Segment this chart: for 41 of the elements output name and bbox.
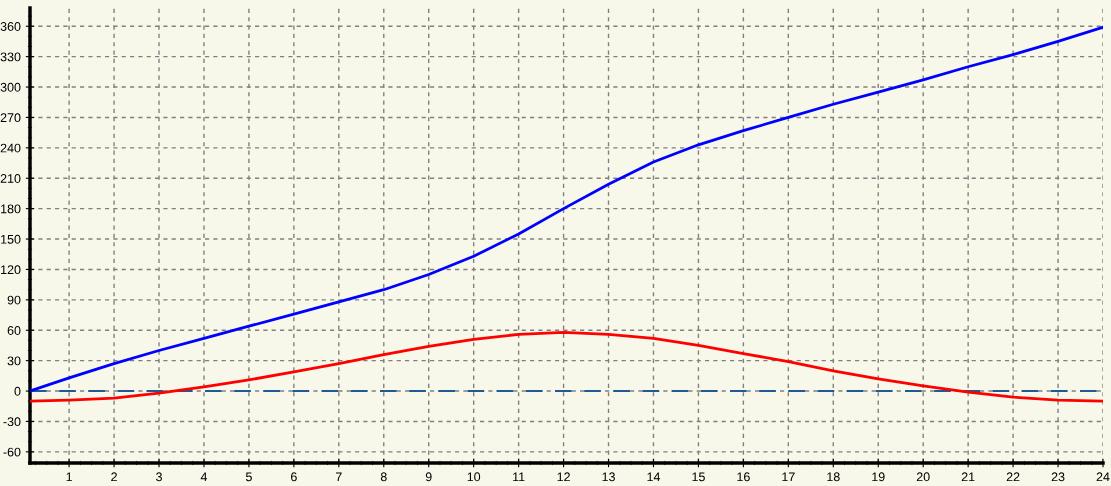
x-tick-label: 5 — [245, 472, 252, 482]
line-series — [30, 25, 1103, 393]
y-tick-label: 270 — [0, 113, 21, 123]
x-tick-label: 13 — [602, 472, 615, 482]
y-tick-label: 240 — [0, 143, 21, 153]
y-tick-label: 60 — [7, 326, 21, 335]
y-tick-label: 360 — [0, 22, 21, 31]
x-tick-label: 10 — [467, 472, 481, 482]
y-tick-label: 0 — [14, 386, 21, 396]
y-tick-label: 150 — [1, 234, 21, 244]
y-tick-label: 30 — [7, 356, 21, 366]
y-tick-label: -60 — [3, 447, 21, 457]
x-tick-label: 7 — [335, 472, 342, 482]
x-tick-label: 1 — [66, 472, 72, 482]
x-tick-label: 20 — [916, 472, 930, 482]
y-tick-label: 210 — [0, 174, 21, 183]
x-tick-label: 4 — [200, 472, 208, 482]
y-tick-label: 90 — [7, 295, 21, 305]
x-tick-label: 12 — [557, 472, 570, 482]
y-tick-label: 300 — [0, 82, 21, 92]
x-tick-label: 24 — [1096, 472, 1110, 482]
x-tick-label: 9 — [425, 472, 432, 482]
x-tick-label: 17 — [782, 472, 795, 482]
y-tick-label: 180 — [1, 204, 21, 214]
x-tick-label: 6 — [291, 472, 297, 482]
x-tick-label: 3 — [156, 472, 162, 482]
x-tick-label: 16 — [737, 472, 750, 482]
x-tick-label: 15 — [692, 472, 705, 482]
line-series — [30, 330, 1103, 403]
y-tick-label: 330 — [0, 52, 21, 62]
x-tick-label: 22 — [1006, 472, 1020, 482]
x-tick-label: 19 — [872, 472, 885, 482]
x-tick-label: 2 — [111, 472, 117, 482]
x-tick-label: 21 — [961, 472, 975, 482]
x-tick-label: 23 — [1051, 472, 1065, 482]
x-tick-label: 8 — [380, 472, 387, 482]
x-tick-label: 11 — [513, 472, 525, 482]
x-tick-label: 18 — [827, 472, 840, 482]
y-tick-label: -30 — [3, 417, 21, 427]
x-tick-label: 14 — [647, 472, 661, 482]
y-tick-label: 120 — [1, 265, 21, 275]
